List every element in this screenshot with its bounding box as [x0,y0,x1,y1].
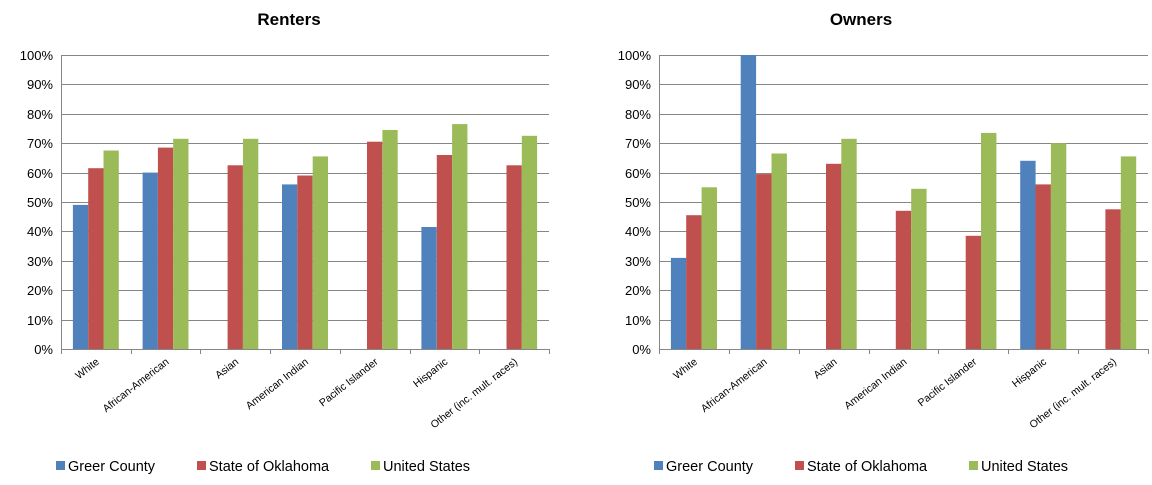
legend-label: State of Oklahoma [807,459,928,475]
legend-swatch [56,461,65,470]
renters-legend: Greer County State of Oklahoma United Stat… [56,459,470,475]
bar [841,138,857,349]
y-tick-label: 30% [27,254,53,269]
owners-legend: Greer County State of Oklahoma United Stat… [654,459,1068,475]
bar [506,165,522,350]
x-category-label: African-American [101,356,172,415]
bar [367,141,383,349]
y-tick-label: 0% [632,342,651,357]
legend-swatch [371,461,380,470]
x-category-label: White [671,356,700,382]
legend-label: United States [981,459,1068,475]
x-category-label: American Indian [842,356,909,412]
y-tick-label: 90% [27,77,53,92]
bar [142,172,158,349]
x-category-label: Hispanic [1010,356,1049,390]
legend-swatch [197,461,206,470]
bar [1050,143,1067,349]
y-tick-label: 60% [27,166,53,181]
y-tick-label: 40% [625,224,651,239]
legend-label: Greer County [68,459,156,475]
y-tick-label: 10% [625,313,651,328]
bar [157,147,174,349]
x-category-label: White [73,356,102,382]
bar [1035,184,1051,349]
bar [1020,160,1036,349]
y-tick-label: 20% [27,283,53,298]
bar [895,210,912,349]
owners-chart: Owners 0% 10% 20% 30% 40% 50% 60% 70% 80% 90% 100%… [576,0,1152,485]
bar [382,130,398,349]
bar [88,168,104,349]
renters-chart: Renters 0% 10% 20% 30% 40% 50% 60% 70% 80% 90% 100… [20,10,550,475]
chart-title: Owners [830,10,892,29]
bar [1105,209,1121,349]
renters-chart-svg: Renters 0% 10% 20% 30% 40% 50% 60% 70% 80% 90% 100… [20,10,550,475]
y-tick-label: 90% [625,77,651,92]
bar [911,188,927,349]
legend-label: State of Oklahoma [209,459,330,475]
bar [282,184,298,349]
y-tick-label: 20% [625,283,651,298]
legend-label: United States [383,459,470,475]
bar [1120,156,1137,349]
y-tick-label: 50% [27,195,53,210]
y-tick-label: 50% [625,195,651,210]
bar [227,165,243,350]
bar [521,135,538,349]
bar [436,155,453,349]
owners-chart-svg: Owners 0% 10% 20% 30% 40% 50% 60% 70% 80% 90% 100%… [618,10,1149,475]
x-category-label: Asian [213,356,241,382]
x-category-label: Pacific Islander [317,356,381,410]
bar [826,163,842,349]
bar [297,175,313,349]
bar [173,138,189,349]
x-category-label: Hispanic [411,356,450,390]
y-tick-label: 70% [625,136,651,151]
y-tick-label: 80% [625,107,651,122]
bar [312,156,328,349]
bar [965,235,982,349]
bar [756,174,772,349]
y-tick-label: 100% [618,48,652,63]
legend-label: Greer County [666,459,754,475]
bar [981,132,997,349]
bar [103,150,119,349]
x-category-label: Pacific Islander [916,356,980,410]
y-tick-label: 0% [34,342,53,357]
y-tick-label: 80% [27,107,53,122]
bar [740,55,757,349]
x-category-label: African-American [699,356,770,415]
y-tick-label: 40% [27,224,53,239]
bar [452,124,468,349]
bar [72,204,89,349]
y-tick-label: 60% [625,166,651,181]
chart-title: Renters [257,10,320,29]
bar [670,257,687,349]
x-category-label: American Indian [244,356,311,412]
bar [686,215,702,349]
legend-swatch [969,461,978,470]
bar [421,227,437,349]
bar [701,187,717,349]
bar [243,138,259,349]
y-tick-label: 30% [625,254,651,269]
y-tick-label: 70% [27,136,53,151]
y-tick-label: 10% [27,313,53,328]
y-tick-label: 100% [20,48,54,63]
bar [771,153,787,349]
x-category-label: Asian [811,356,839,382]
owners-plot-area: 0% 10% 20% 30% 40% 50% 60% 70% 80% 90% 100% White Af… [618,48,1149,431]
legend-swatch [795,461,804,470]
legend-swatch [654,461,663,470]
renters-plot-area: 0% 10% 20% 30% 40% 50% 60% 70% 80% 90% 100% WhiteAf… [20,48,550,431]
